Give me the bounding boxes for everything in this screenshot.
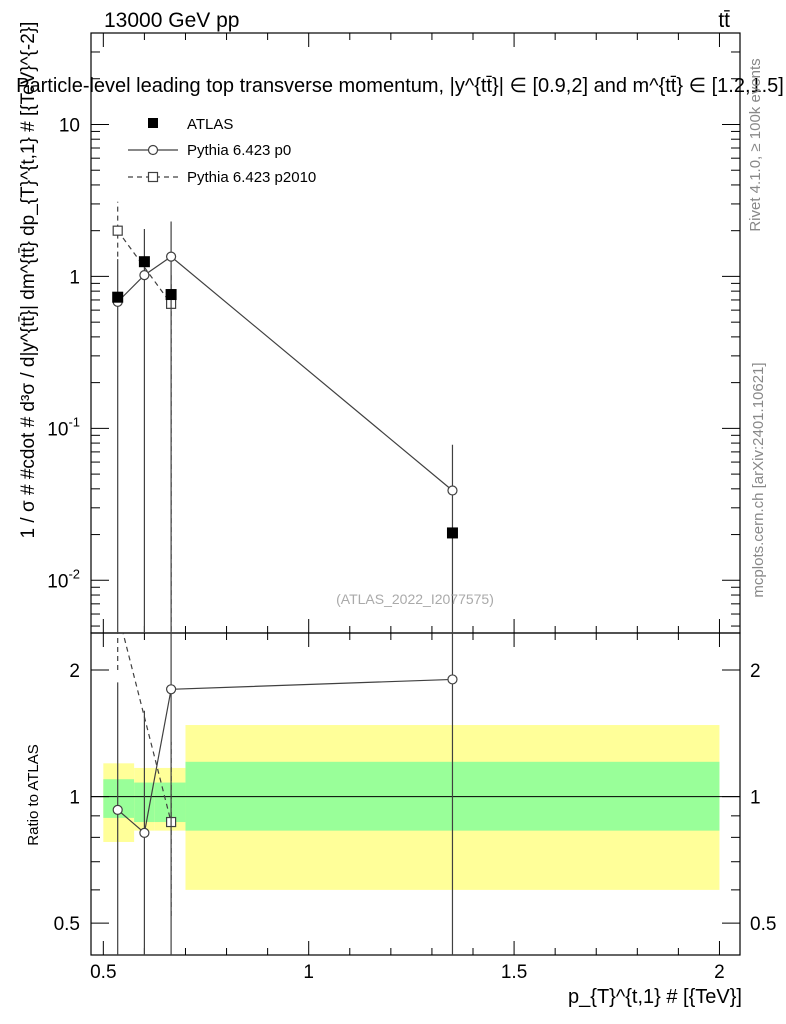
main-atlas-point [165,289,177,301]
y-tick-label-main: 10-1 [47,414,80,440]
ratio-p0-point [165,684,177,695]
y-tick-label-main: 10-2 [47,566,80,592]
y-tick-label-exponent: -1 [68,414,80,429]
main-atlas-point [138,256,150,268]
y-tick-label-ratio-left: 2 [69,661,80,682]
legend: ATLAS Pythia 6.423 p0 Pythia 6.423 p2010 [128,116,316,186]
y-tick-label-ratio-left: 0.5 [54,914,80,935]
y-tick-label-main: 10 [59,115,80,136]
ratio-panel-data [112,633,458,955]
main-atlas-point [446,527,458,539]
main-panel-data [112,201,458,633]
x-tick-label: 1.5 [501,962,527,983]
ratio-p0-point [447,674,458,685]
legend-entry-atlas: ATLAS [187,116,233,133]
ratio-p0-point [139,827,150,838]
x-tick-label: 1 [303,962,314,983]
ratio-p0-point [112,804,123,815]
main-p0-point [139,270,150,281]
main-p0-point [165,251,177,262]
legend-entry-p0: Pythia 6.423 p0 [187,142,291,159]
analysis-id: (ATLAS_2022_I2077575) [336,591,494,607]
legend-marker-p0 [147,144,159,156]
main-atlas-point [112,291,124,303]
ratio-panel-frame [90,632,741,956]
x-tick-label: 2 [714,962,725,983]
y-tick-label-ratio-right: 1 [750,788,761,809]
y-tick-label-ratio-right: 2 [750,661,761,682]
main-p2010-point [112,225,123,236]
legend-marker-atlas [148,118,158,128]
y-tick-label-ratio-right: 0.5 [750,914,776,935]
mcplots-label: mcplots.cern.ch [arXiv:2401.10621] [750,362,767,597]
legend-entry-p2010: Pythia 6.423 p2010 [187,169,316,186]
main-p0-point [447,485,458,496]
y-tick-label-exponent: -2 [68,566,80,581]
y-tick-label-main: 1 [69,267,80,288]
y-axis-label-ratio: Ratio to ATLAS [25,744,42,845]
y-axis-label-main: 1 / σ # #cdot # d³σ / d|y^{tt̄}| dm^{tt̄… [18,22,39,539]
ratio-p0-line [117,678,453,834]
y-tick-label-ratio-left: 1 [69,788,80,809]
x-axis-label: p_{T}^{t,1} # [{TeV}] [568,986,742,1008]
process-label: tt̄ [718,9,730,32]
legend-marker-p2010 [147,171,159,183]
x-tick-label: 0.5 [90,962,116,983]
band-inner-2 [154,782,186,823]
rivet-label: Rivet 4.1.0, ≥ 100k events [747,58,764,231]
ratio-uncertainty-bands [103,725,720,890]
energy-label: 13000 GeV pp [104,9,239,32]
axis-tick-labels: 0.5 1 1.5 2 10-2 10-1 1 10 0.5 0.5 1 1 2 2 [47,115,776,983]
plot-title: Particle-level leading top transverse mo… [16,75,784,97]
main-p0-line [117,255,453,491]
